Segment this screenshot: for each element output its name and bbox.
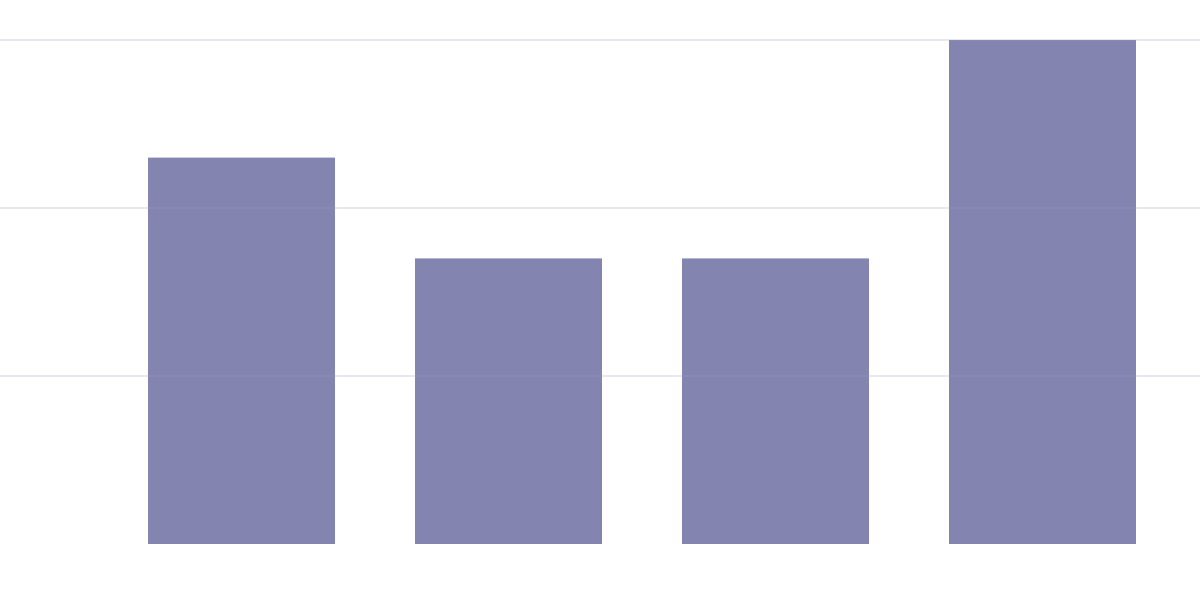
bar-3 xyxy=(682,258,869,544)
gridlines-group xyxy=(0,39,1200,377)
bar-1 xyxy=(148,157,335,544)
bars-group xyxy=(148,40,1136,544)
bar-2 xyxy=(415,258,602,544)
bar-4 xyxy=(949,40,1136,544)
